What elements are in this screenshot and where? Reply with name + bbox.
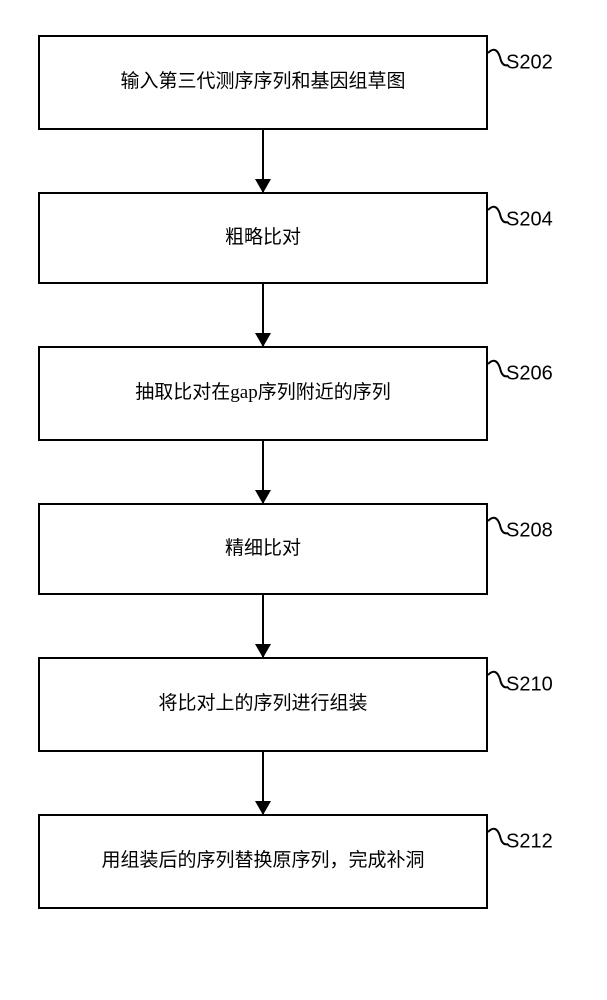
step-row-5: 将比对上的序列进行组装 S210 [38,657,578,752]
label-curve-3 [488,356,508,386]
label-curve-4 [488,513,508,543]
step-row-3: 抽取比对在gap序列附近的序列 S206 [38,346,578,441]
step-text-5: 将比对上的序列进行组装 [158,691,367,718]
step-box-2: 粗略比对 [38,192,488,284]
step-box-4: 精细比对 [38,503,488,595]
arrow-4 [38,595,488,657]
step-row-1: 输入第三代测序序列和基因组草图 S202 [38,35,578,130]
arrow-5 [38,752,488,814]
step-row-6: 用组装后的序列替换原序列，完成补洞 S212 [38,814,578,909]
step-row-2: 粗略比对 S204 [38,192,578,284]
step-label-1: S202 [506,52,553,75]
step-label-5: S210 [506,674,553,697]
label-curve-2 [488,202,508,232]
step-text-2: 粗略比对 [225,225,301,252]
step-text-4: 精细比对 [225,536,301,563]
flowchart-container: 输入第三代测序序列和基因组草图 S202 粗略比对 S204 抽取比对在gap序… [38,35,578,909]
step-text-1: 输入第三代测序序列和基因组草图 [120,69,405,96]
step-text-3: 抽取比对在gap序列附近的序列 [135,380,390,407]
step-label-2: S204 [506,209,553,232]
label-curve-5 [488,667,508,697]
step-box-6: 用组装后的序列替换原序列，完成补洞 [38,814,488,909]
step-row-4: 精细比对 S208 [38,503,578,595]
arrow-3 [38,441,488,503]
label-curve-1 [488,45,508,75]
label-curve-6 [488,824,508,854]
step-label-4: S208 [506,520,553,543]
arrow-2 [38,284,488,346]
step-box-1: 输入第三代测序序列和基因组草图 [38,35,488,130]
step-label-6: S212 [506,831,553,854]
step-label-3: S206 [506,363,553,386]
step-box-5: 将比对上的序列进行组装 [38,657,488,752]
step-box-3: 抽取比对在gap序列附近的序列 [38,346,488,441]
arrow-1 [38,130,488,192]
step-text-6: 用组装后的序列替换原序列，完成补洞 [101,848,424,875]
